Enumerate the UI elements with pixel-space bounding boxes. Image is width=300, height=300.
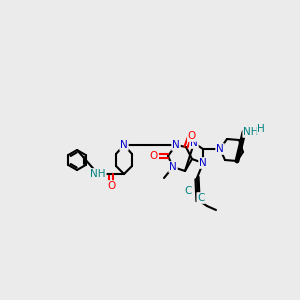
Text: N: N [172,140,180,150]
Text: N: N [169,162,177,172]
Text: N: N [199,158,207,168]
Text: NH: NH [243,127,259,137]
Text: O: O [107,181,115,191]
Text: O: O [150,151,158,161]
Text: N: N [120,140,128,150]
Text: H: H [257,124,265,134]
Text: C: C [197,193,205,203]
Text: NH: NH [90,169,106,179]
Text: N: N [190,138,198,148]
Text: N: N [216,144,224,154]
Text: C: C [184,186,192,196]
Text: O: O [188,131,196,141]
